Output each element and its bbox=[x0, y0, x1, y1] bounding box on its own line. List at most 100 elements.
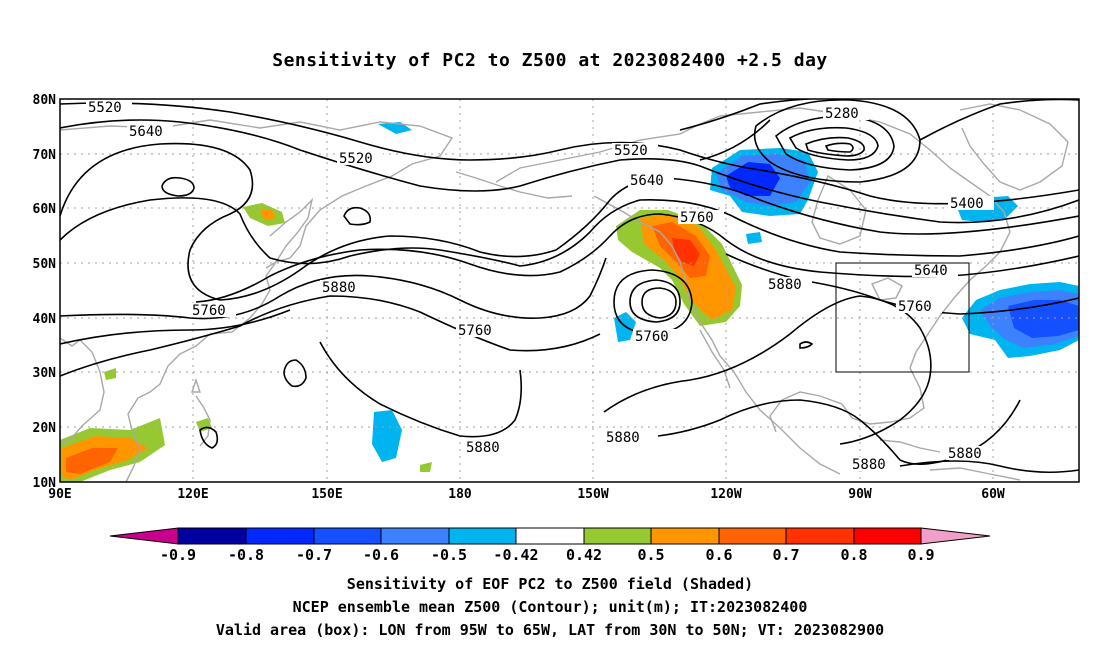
colorbar-label: -0.8 bbox=[228, 546, 264, 564]
colorbar-swatch bbox=[785, 527, 855, 545]
coast-hudson bbox=[811, 174, 867, 245]
contour-closed bbox=[343, 206, 372, 226]
lat-label: 30N bbox=[33, 366, 57, 381]
colorbar-label: 0.8 bbox=[840, 546, 867, 564]
contour-label: 5880 bbox=[606, 430, 640, 446]
lat-label: 50N bbox=[33, 257, 57, 272]
lon-label: 150W bbox=[577, 487, 608, 502]
coast-greatlakes bbox=[871, 277, 903, 301]
coast-japan bbox=[265, 197, 314, 269]
shade-negative-hudson bbox=[746, 232, 762, 244]
shade-negative-pacific bbox=[372, 410, 402, 462]
lat-label: 80N bbox=[33, 93, 57, 108]
shade-positive-china bbox=[104, 368, 116, 380]
coast-gulf bbox=[769, 391, 843, 433]
contour-label: 5640 bbox=[129, 124, 163, 140]
colorbar-label: -0.42 bbox=[493, 546, 538, 564]
coast-philippines bbox=[195, 395, 211, 447]
contour-closed bbox=[161, 176, 195, 197]
contour-low-north bbox=[753, 99, 921, 183]
contour-label: 5880 bbox=[852, 457, 886, 473]
contour-label: 5520 bbox=[614, 143, 648, 159]
lat-label: 10N bbox=[33, 476, 57, 491]
colorbar-arrow-right bbox=[920, 527, 991, 545]
lat-label: 60N bbox=[33, 202, 57, 217]
contour-line bbox=[60, 119, 1079, 224]
sensitivity-map: 5520 5640 5520 5520 5640 5760 5760 5880 … bbox=[33, 93, 1080, 564]
colorbar-arrow-left bbox=[109, 527, 179, 545]
colorbar-label: 0.6 bbox=[705, 546, 732, 564]
map-title: Sensitivity of PC2 to Z500 at 2023082400… bbox=[272, 50, 828, 71]
contour-line bbox=[60, 197, 1079, 267]
contour-label: 5280 bbox=[825, 106, 859, 122]
contour-label: 5760 bbox=[458, 323, 492, 339]
colorbar-label: 0.42 bbox=[566, 546, 602, 564]
colorbar-label: 0.5 bbox=[637, 546, 664, 564]
shade-positive-pacific-small bbox=[420, 462, 432, 472]
contour-labels: 5520 5640 5520 5520 5640 5760 5760 5880 … bbox=[86, 100, 994, 473]
caption-valid-area: Valid area (box): LON from 95W to 65W, L… bbox=[215, 621, 885, 639]
lon-label: 90E bbox=[48, 487, 71, 502]
colorbar: -0.9 -0.8 -0.7 -0.6 -0.5 -0.42 0.42 0.5 … bbox=[109, 527, 991, 564]
colorbar-label: 0.7 bbox=[772, 546, 799, 564]
coast-greenland bbox=[959, 103, 1069, 191]
contour-label: 5760 bbox=[898, 299, 932, 315]
contour-label: 5640 bbox=[914, 263, 948, 279]
colorbar-label: -0.9 bbox=[160, 546, 196, 564]
colorbar-swatch bbox=[177, 527, 247, 545]
contour-line bbox=[195, 213, 1079, 303]
coast-caribbean bbox=[879, 439, 941, 453]
colorbar-swatch bbox=[515, 527, 585, 545]
lon-label: 180 bbox=[448, 487, 472, 502]
colorbar-label: -0.7 bbox=[296, 546, 332, 564]
colorbar-swatch bbox=[718, 527, 787, 545]
z500-contours bbox=[60, 99, 1079, 474]
contour-line bbox=[60, 257, 607, 320]
coast-alaska bbox=[495, 115, 721, 183]
axis-labels: 80N 70N 60N 50N 40N 30N 20N 10N 90E 120E… bbox=[33, 93, 1005, 502]
lat-label: 40N bbox=[33, 312, 57, 327]
contour-closed bbox=[283, 359, 307, 388]
coast-aleutians bbox=[455, 171, 573, 199]
contour-closed bbox=[199, 426, 219, 449]
colorbar-label: -0.5 bbox=[431, 546, 467, 564]
shade-positive-japan-core bbox=[260, 210, 276, 220]
contour-label: 5880 bbox=[948, 446, 982, 462]
coast-taiwan bbox=[191, 377, 201, 393]
contour-small bbox=[799, 341, 814, 349]
contour-label: 5520 bbox=[339, 151, 373, 167]
contour-line bbox=[60, 309, 291, 345]
coastlines bbox=[60, 103, 1069, 482]
contour-label: 5760 bbox=[680, 210, 714, 226]
shade-positive-philippines bbox=[196, 418, 212, 432]
contour-line bbox=[60, 295, 601, 377]
shade-negative-atlantic-core bbox=[1008, 300, 1079, 338]
lat-label: 20N bbox=[33, 421, 57, 436]
colorbar-swatch bbox=[313, 527, 382, 545]
contour-line bbox=[679, 99, 827, 131]
colorbar-swatch bbox=[853, 527, 922, 545]
shade-positive-india-max bbox=[66, 448, 118, 474]
contour-line bbox=[60, 102, 1079, 205]
contour-low-north bbox=[774, 115, 895, 171]
valid-area-box bbox=[835, 262, 970, 373]
coast-baja bbox=[699, 329, 731, 389]
coast-asia bbox=[60, 119, 454, 482]
contour-label: 5520 bbox=[88, 100, 122, 116]
contour-low-north bbox=[788, 126, 879, 161]
colorbar-swatch bbox=[380, 527, 450, 545]
contour-low-north bbox=[805, 136, 865, 157]
caption-contour: NCEP ensemble mean Z500 (Contour); unit(… bbox=[292, 598, 808, 616]
contour-line bbox=[319, 341, 522, 438]
contour-low bbox=[641, 287, 677, 319]
graticule bbox=[60, 99, 1079, 482]
colorbar-swatch bbox=[448, 527, 517, 545]
lat-label: 70N bbox=[33, 148, 57, 163]
contour-label: 5640 bbox=[630, 173, 664, 189]
colorbar-label: 0.9 bbox=[907, 546, 934, 564]
colorbar-swatch bbox=[245, 527, 315, 545]
contour-line bbox=[699, 119, 771, 161]
contour-label: 5880 bbox=[322, 280, 356, 296]
colorbar-label: -0.6 bbox=[363, 546, 399, 564]
colorbar-swatch bbox=[583, 527, 652, 545]
